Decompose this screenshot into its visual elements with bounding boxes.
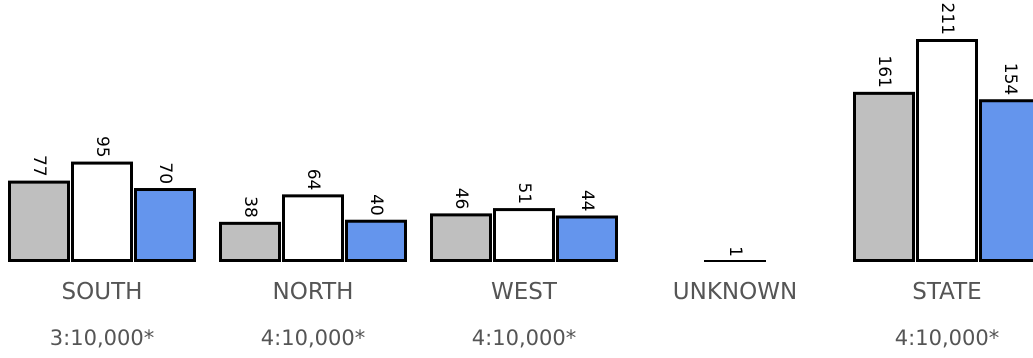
bars-layer [8,39,1033,263]
bar-north-2 [282,194,344,262]
category-label-south: SOUTH [62,279,143,305]
bar-south-3 [134,188,196,262]
ratio-label-state: 4:10,000* [895,326,999,350]
data-label-unknown-2: 1 [725,246,745,257]
bar-north-3 [345,219,407,262]
category-label-north: NORTH [273,279,354,305]
category-label-state: STATE [912,279,981,305]
bar-north-1 [219,221,281,263]
category-label-west: WEST [491,279,558,305]
ratio-label-north: 4:10,000* [261,326,365,350]
ratio-label-south: 3:10,000* [50,326,154,350]
data-label-west-2: 51 [514,182,534,204]
bar-west-3 [556,215,618,263]
data-label-west-3: 44 [577,190,597,212]
data-label-north-1: 38 [240,196,260,218]
bar-state-3 [979,99,1033,263]
bar-west-2 [493,208,555,263]
labels-layer: 77 95 70 SOUTH 3:10,000* 38 64 40 NORTH 4:10,000*… [29,3,1020,350]
data-label-west-1: 46 [451,188,471,210]
ratio-label-west: 4:10,000* [472,326,576,350]
bar-south-2 [71,161,133,262]
bar-south-1 [8,180,70,262]
data-label-state-1: 161 [874,55,894,87]
category-label-unknown: UNKNOWN [673,279,797,305]
bar-state-1 [853,91,915,263]
data-label-south-1: 77 [29,155,49,177]
bar-west-1 [430,213,492,262]
data-label-south-3: 70 [155,162,175,184]
bar-state-2 [916,39,978,262]
data-label-north-2: 64 [303,169,323,191]
data-label-south-2: 95 [92,136,112,158]
data-label-north-3: 40 [366,194,386,216]
data-label-state-2: 211 [937,3,957,35]
data-label-state-3: 154 [1000,63,1020,95]
